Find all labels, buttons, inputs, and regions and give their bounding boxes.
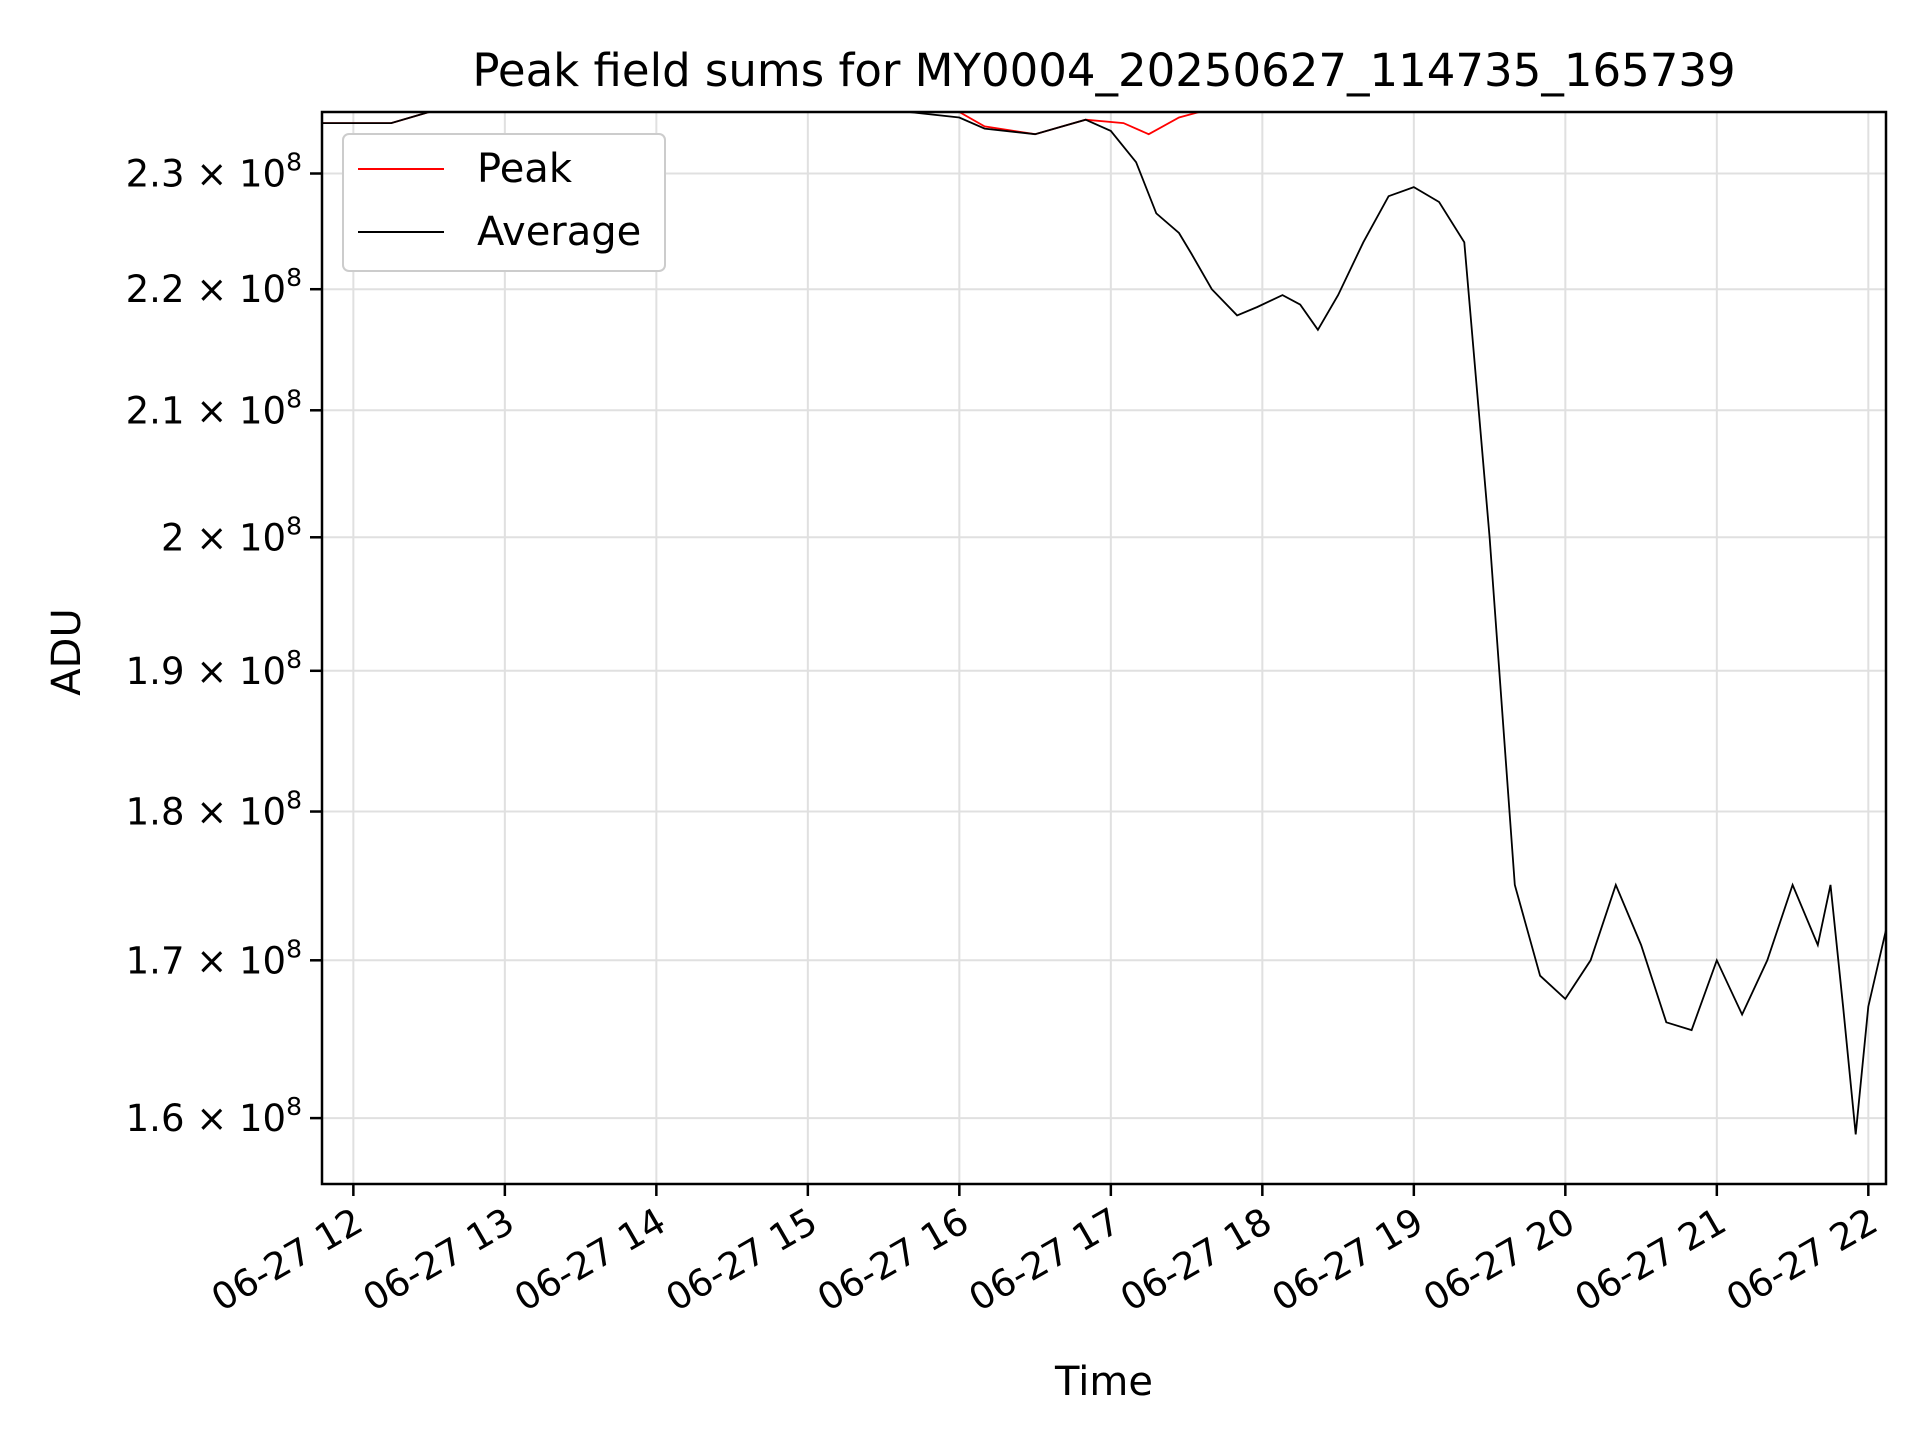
series-line-peak <box>322 112 1886 136</box>
y-tick-label: 1.8 × 108 <box>126 786 302 834</box>
y-tick-label: 2 × 108 <box>161 511 302 559</box>
y-tick-label: 2.2 × 108 <box>126 263 302 311</box>
x-tick-label: 06-27 16 <box>810 1200 976 1320</box>
x-tick-label: 06-27 18 <box>1113 1200 1279 1320</box>
y-axis-label: ADU <box>44 608 90 695</box>
x-tick-label: 06-27 14 <box>507 1200 673 1320</box>
series-line-average <box>322 112 1886 1135</box>
y-tick-label: 1.6 × 108 <box>126 1092 302 1140</box>
y-tick-label: 2.3 × 108 <box>126 148 302 196</box>
x-tick-label: 06-27 15 <box>659 1200 825 1320</box>
y-tick-label: 2.1 × 108 <box>126 384 302 432</box>
legend-label-average: Average <box>477 209 641 255</box>
x-tick-label: 06-27 12 <box>204 1200 370 1320</box>
x-tick-label: 06-27 17 <box>962 1200 1128 1320</box>
plot-frame <box>320 110 1888 1186</box>
plot-area <box>322 112 1886 1135</box>
x-tick-label: 06-27 22 <box>1719 1200 1885 1320</box>
legend: Peak Average <box>342 133 666 272</box>
y-tick-label: 1.9 × 108 <box>126 645 302 693</box>
y-tick-label: 1.7 × 108 <box>126 934 302 982</box>
chart-title: Peak field sums for MY0004_20250627_1147… <box>472 44 1735 97</box>
x-axis-label: Time <box>1054 1359 1153 1405</box>
x-tick-label: 06-27 13 <box>356 1200 522 1320</box>
x-tick-label: 06-27 19 <box>1265 1200 1431 1320</box>
x-tick-label: 06-27 20 <box>1416 1200 1582 1320</box>
grid <box>322 112 1886 1184</box>
legend-label-peak: Peak <box>477 146 573 192</box>
x-tick-label: 06-27 21 <box>1568 1200 1734 1320</box>
